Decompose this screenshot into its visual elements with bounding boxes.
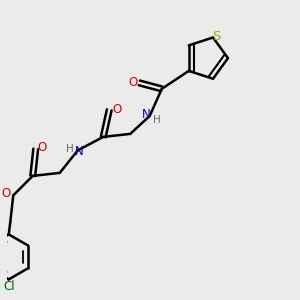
Text: Cl: Cl: [3, 280, 15, 293]
Text: O: O: [129, 76, 138, 89]
Text: N: N: [75, 146, 84, 158]
Text: N: N: [142, 108, 151, 121]
Text: H: H: [66, 144, 74, 154]
Text: S: S: [212, 29, 220, 43]
Text: O: O: [112, 103, 122, 116]
Text: H: H: [153, 116, 161, 125]
Text: O: O: [37, 141, 46, 154]
Text: O: O: [1, 188, 10, 200]
